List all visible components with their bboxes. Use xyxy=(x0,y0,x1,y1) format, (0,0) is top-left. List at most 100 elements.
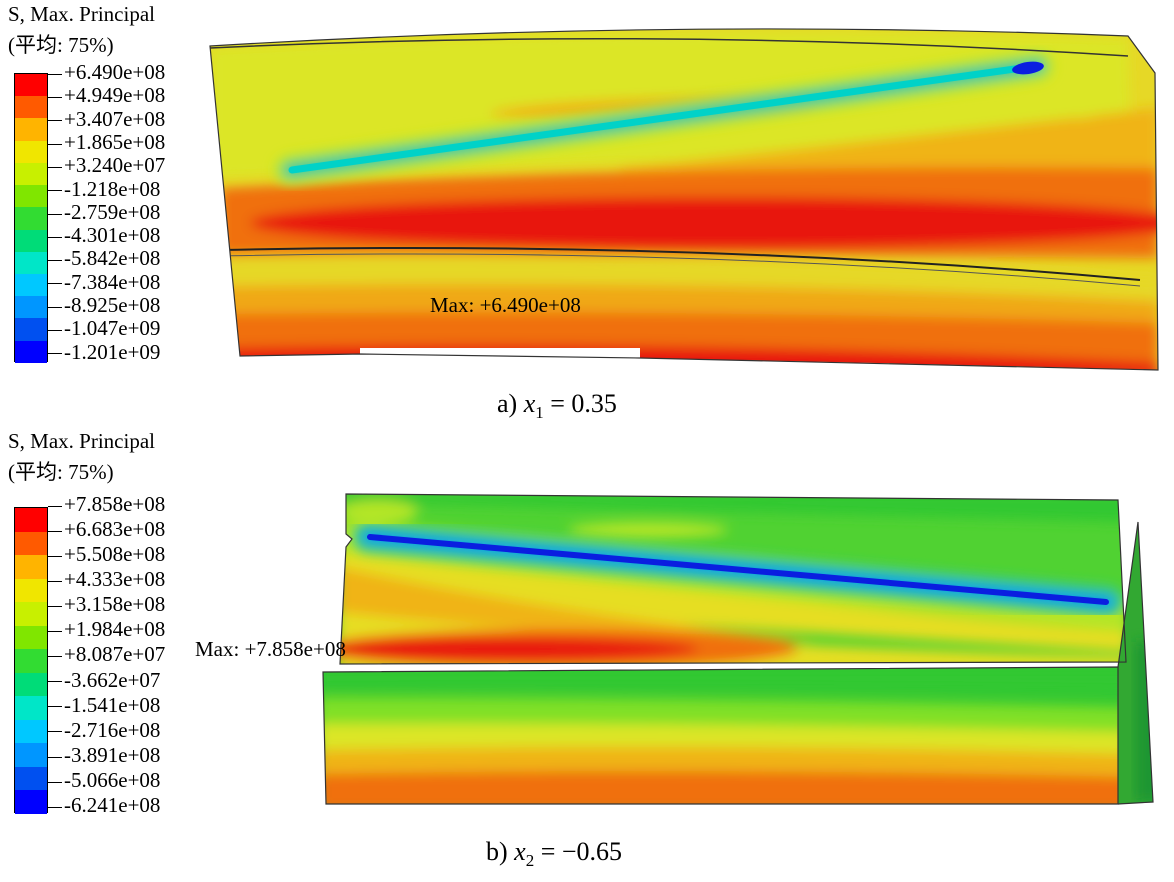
color-band xyxy=(15,229,47,252)
color-band xyxy=(15,555,47,579)
panel-a: S, Max. Principal (平均: 75%) +6.490e+08 +4… xyxy=(0,0,1174,440)
color-band xyxy=(15,185,47,208)
color-band xyxy=(15,118,47,141)
tick-label: +8.087e+07 xyxy=(64,642,166,667)
tick-mark xyxy=(48,505,62,507)
legend-tick: +4.949e+08 xyxy=(48,83,165,107)
legend-tick: +4.333e+08 xyxy=(48,567,165,591)
tick-label: +3.240e+07 xyxy=(64,153,166,178)
tick-label: -5.066e+08 xyxy=(64,767,161,792)
color-band xyxy=(15,531,47,556)
max-stress-label-a: Max: +6.490e+08 xyxy=(430,293,581,317)
tick-label: +1.865e+08 xyxy=(64,129,166,154)
tick-mark xyxy=(48,555,62,557)
contour-fill-b-bottom xyxy=(323,667,1118,804)
color-band xyxy=(15,672,47,697)
stress-contour-plot-b xyxy=(322,493,1154,805)
legend-tick: +3.240e+07 xyxy=(48,153,165,177)
color-band xyxy=(15,207,47,230)
tick-label: +7.858e+08 xyxy=(64,492,166,516)
legend-tick: -1.218e+08 xyxy=(48,177,160,201)
color-band xyxy=(15,340,47,363)
tick-label: -1.541e+08 xyxy=(64,692,161,717)
legend-averaging-b: (平均: 75%) xyxy=(8,460,114,484)
caption-a-prefix: a) xyxy=(497,389,518,418)
tick-mark xyxy=(48,73,62,75)
legend-tick: -5.842e+08 xyxy=(48,246,160,270)
legend-tick: -3.891e+08 xyxy=(48,743,160,767)
legend-tick: +8.087e+07 xyxy=(48,642,165,666)
legend-tick: -1.047e+09 xyxy=(48,316,160,340)
tick-mark xyxy=(48,143,62,145)
legend-tick: -4.301e+08 xyxy=(48,223,160,247)
tick-label: -4.301e+08 xyxy=(64,223,161,248)
legend-tick: -1.541e+08 xyxy=(48,693,160,717)
color-band xyxy=(15,318,47,341)
color-scale-a xyxy=(14,73,48,363)
color-band xyxy=(15,162,47,186)
caption-a-var: x xyxy=(523,389,536,418)
tick-mark xyxy=(48,260,62,262)
tick-mark xyxy=(48,731,62,733)
tick-mark xyxy=(48,166,62,168)
tick-label: -2.759e+08 xyxy=(64,199,161,224)
tick-mark xyxy=(48,756,62,758)
caption-b-sub: 2 xyxy=(525,851,535,871)
tick-label: +3.158e+08 xyxy=(64,592,166,617)
tick-label: -3.662e+07 xyxy=(64,667,161,692)
tick-mark xyxy=(48,656,62,658)
legend-tick: -2.759e+08 xyxy=(48,200,160,224)
legend-tick: -3.662e+07 xyxy=(48,668,160,692)
legend-tick: -8.925e+08 xyxy=(48,293,160,317)
color-band xyxy=(15,296,47,319)
legend-tick: +5.508e+08 xyxy=(48,542,165,566)
legend-tick: +7.858e+08 xyxy=(48,492,165,516)
tick-label: +6.490e+08 xyxy=(64,60,166,84)
caption-a: a) x1 = 0.35 xyxy=(497,389,617,423)
legend-tick: +1.984e+08 xyxy=(48,617,165,641)
tick-mark xyxy=(48,353,62,355)
legend-tick: +6.490e+08 xyxy=(48,60,165,84)
tick-label: -1.218e+08 xyxy=(64,176,161,201)
tick-mark xyxy=(48,606,62,607)
tick-mark xyxy=(48,96,62,98)
caption-a-sub: 1 xyxy=(535,403,544,423)
legend-title-a: S, Max. Principal xyxy=(8,2,155,26)
stress-contour-plot-a xyxy=(209,28,1159,371)
color-band xyxy=(15,251,47,274)
color-band xyxy=(15,696,47,720)
color-band xyxy=(15,743,47,767)
tick-mark xyxy=(48,530,62,532)
color-band xyxy=(15,74,47,97)
tick-mark xyxy=(48,580,62,582)
legend-tick: +3.158e+08 xyxy=(48,592,165,616)
max-stress-label-b: Max: +7.858e+08 xyxy=(195,637,346,661)
legend-tick: +6.683e+08 xyxy=(48,517,165,541)
tick-mark xyxy=(48,306,62,308)
legend-tick: -2.716e+08 xyxy=(48,718,160,742)
color-band xyxy=(15,649,47,673)
color-band xyxy=(15,766,47,791)
tick-label: +4.949e+08 xyxy=(64,83,166,108)
color-band xyxy=(15,625,47,650)
tick-mark xyxy=(48,190,62,192)
tick-label: +3.407e+08 xyxy=(64,106,166,131)
tick-mark xyxy=(48,236,62,238)
caption-b-eq: = −0.65 xyxy=(534,837,623,866)
tick-mark xyxy=(48,283,62,285)
legend-title-b: S, Max. Principal xyxy=(8,429,155,453)
caption-b: b) x2 = −0.65 xyxy=(486,837,622,871)
color-band xyxy=(15,96,47,119)
color-band xyxy=(15,790,47,814)
tick-label: +1.984e+08 xyxy=(64,617,166,642)
legend-averaging-a: (平均: 75%) xyxy=(8,33,114,57)
tick-mark xyxy=(48,781,62,783)
tick-mark xyxy=(48,631,62,633)
tick-label: +5.508e+08 xyxy=(64,542,166,567)
tick-label: -2.716e+08 xyxy=(64,717,161,742)
tick-label: -5.842e+08 xyxy=(64,246,161,271)
tick-mark xyxy=(48,330,62,332)
tick-label: -8.925e+08 xyxy=(64,293,161,318)
tick-mark xyxy=(48,120,62,122)
tick-mark xyxy=(48,806,62,808)
